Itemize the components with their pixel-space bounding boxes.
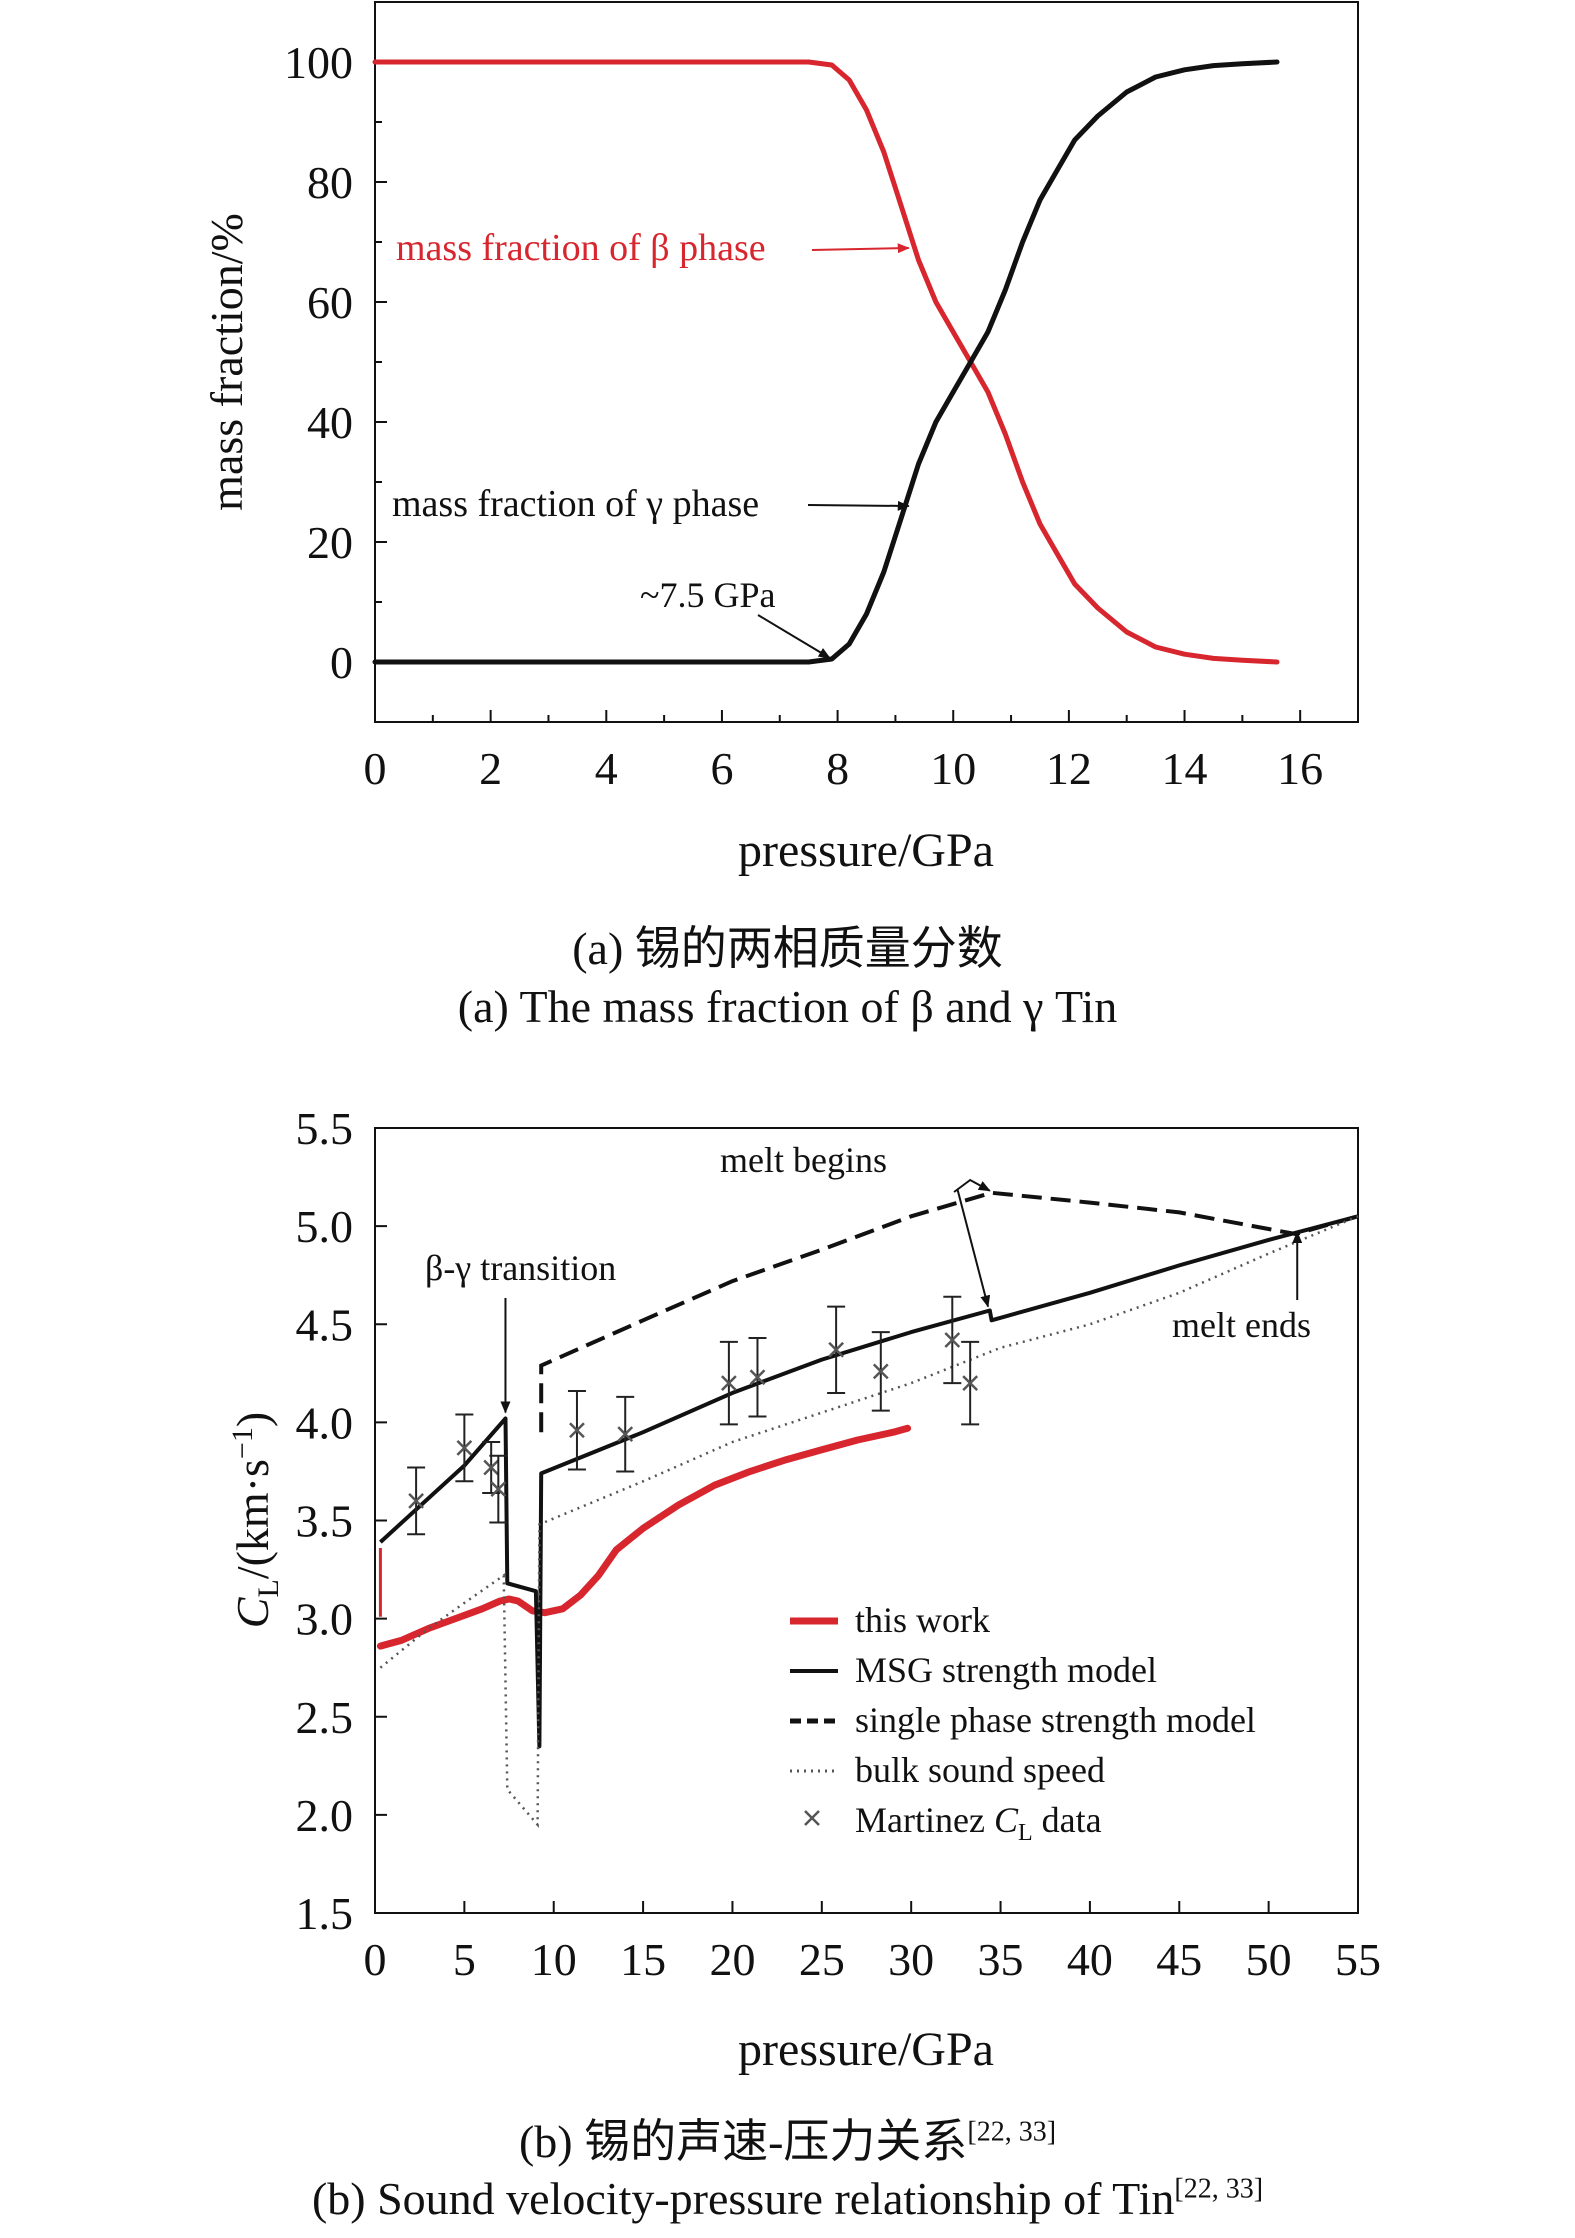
b-x-tick-label-10: 50 — [1246, 1934, 1292, 1985]
caption-b-cn-refs: [22, 33] — [967, 2116, 1057, 2148]
b-martinez-markers — [407, 1295, 980, 1536]
caption-b-cn: (b) 锡的声速-压力关系[22, 33] — [0, 2105, 1575, 2171]
a-y-tick-label-3: 60 — [307, 277, 353, 328]
legend-martinez: Martinez CL data — [855, 1800, 1102, 1846]
martinez-point-0 — [407, 1466, 426, 1536]
b-x-tick-label-0: 0 — [364, 1934, 387, 1985]
a-x-tick-label-5: 10 — [930, 743, 976, 794]
b-x-tick-label-8: 40 — [1067, 1934, 1113, 1985]
b-legend: this work MSG strength model single phas… — [790, 1600, 1256, 1846]
chart-b: 0 5 10 15 20 25 30 35 40 45 50 55 1.5 2.0 2.5 3.0 3.5 4.… — [226, 1103, 1381, 2076]
a-series-lines — [372, 59, 1280, 665]
b-y-tick-label-3: 3.0 — [296, 1594, 354, 1645]
a-y-tick-labels: 0 20 40 60 80 100 — [284, 37, 353, 688]
a-series-beta-line — [372, 59, 1280, 665]
martinez-point-6 — [719, 1340, 738, 1426]
a-y-tick-label-5: 100 — [284, 37, 353, 88]
legend-single-phase: single phase strength model — [855, 1700, 1256, 1740]
b-annot-melt-begins-arrow-1 — [953, 1178, 991, 1193]
a-x-tick-label-6: 12 — [1046, 743, 1092, 794]
a-x-tick-label-3: 6 — [710, 743, 733, 794]
a-annot-7p5-label: ~7.5 GPa — [640, 575, 775, 615]
a-y-tick-label-1: 20 — [307, 517, 353, 568]
b-x-tick-label-1: 5 — [453, 1934, 476, 1985]
a-y-tick-label-4: 80 — [307, 157, 353, 208]
martinez-point-10 — [943, 1295, 962, 1385]
b-tick-marks — [374, 1127, 1359, 1914]
caption-b-en-refs: [22, 33] — [1174, 2173, 1264, 2205]
caption-a-en: (a) The mass fraction of β and γ Tin — [457, 981, 1118, 1032]
martinez-point-11 — [961, 1340, 980, 1426]
b-series-dashed-3 — [539, 1190, 1359, 1433]
b-x-axis-label: pressure/GPa — [738, 2023, 994, 2076]
b-x-tick-label-11: 55 — [1335, 1934, 1381, 1985]
a-annot-beta-label: mass fraction of β phase — [396, 227, 766, 269]
caption-a-cn: (a) 锡的两相质量分数 — [572, 923, 1003, 974]
b-y-tick-label-2: 2.5 — [296, 1692, 354, 1743]
a-x-tick-label-2: 4 — [595, 743, 618, 794]
martinez-point-3 — [489, 1454, 508, 1524]
b-x-tick-label-5: 25 — [799, 1934, 845, 1985]
martinez-point-1 — [455, 1413, 474, 1483]
b-y-tick-label-4: 3.5 — [296, 1496, 354, 1547]
b-series-dotted-4 — [379, 1215, 1359, 1829]
a-annotations — [757, 243, 910, 659]
b-x-tick-label-4: 20 — [709, 1934, 755, 1985]
a-x-tick-label-8: 16 — [1277, 743, 1323, 794]
a-x-axis-label: pressure/GPa — [738, 824, 994, 877]
b-x-tick-label-2: 10 — [531, 1934, 577, 1985]
b-annot-melt-begins-label: melt begins — [720, 1140, 887, 1180]
b-series-lines — [376, 1190, 1359, 1829]
martinez-point-4 — [567, 1389, 586, 1471]
martinez-point-2 — [482, 1441, 501, 1495]
a-y-axis-label: mass fraction/% — [201, 213, 252, 511]
b-y-tick-label-8: 5.5 — [296, 1103, 354, 1154]
a-series-gamma-line — [372, 59, 1280, 665]
b-y-tick-label-0: 1.5 — [296, 1888, 354, 1939]
a-x-tick-label-4: 8 — [826, 743, 849, 794]
b-annot-beta-gamma-label: β-γ transition — [425, 1248, 616, 1288]
caption-b-cn-text: (b) 锡的声速-压力关系 — [518, 2116, 968, 2167]
b-x-tick-label-6: 30 — [888, 1934, 934, 1985]
a-annot-gamma-arrow — [807, 500, 910, 511]
b-y-tick-label-1: 2.0 — [296, 1790, 354, 1841]
a-x-tick-label-1: 2 — [479, 743, 502, 794]
martinez-point-8 — [827, 1305, 846, 1394]
b-annot-melt-ends-label: melt ends — [1172, 1305, 1311, 1345]
b-series-thick-red-0 — [376, 1424, 912, 1650]
b-y-axis-label: CL/(km·s−1) — [226, 1412, 285, 1628]
a-x-tick-label-7: 14 — [1162, 743, 1208, 794]
b-x-tick-label-7: 35 — [978, 1934, 1024, 1985]
legend-bulk-sound: bulk sound speed — [855, 1750, 1105, 1790]
b-y-tick-label-5: 4.0 — [296, 1397, 354, 1448]
a-annot-7p5-arrow — [757, 614, 831, 659]
caption-b-en-text: (b) Sound velocity-pressure relationship… — [311, 2173, 1175, 2224]
b-y-tick-label-7: 5.0 — [296, 1201, 354, 1252]
legend-this-work: this work — [855, 1600, 990, 1640]
martinez-point-9 — [871, 1331, 890, 1412]
b-x-tick-label-3: 15 — [620, 1934, 666, 1985]
b-series-solid-2 — [379, 1214, 1359, 1749]
a-tick-marks — [374, 61, 1302, 722]
b-annot-melt-begins-arrow-2 — [956, 1189, 991, 1308]
a-x-tick-labels: 0 2 4 6 8 10 12 14 16 — [364, 743, 1324, 794]
caption-b-en: (b) Sound velocity-pressure relationship… — [0, 2172, 1575, 2225]
b-x-tick-label-9: 45 — [1156, 1934, 1202, 1985]
a-x-tick-label-0: 0 — [364, 743, 387, 794]
a-annot-gamma-label: mass fraction of γ phase — [392, 483, 759, 525]
b-annotation-arrows — [500, 1178, 1303, 1414]
legend-msg: MSG strength model — [855, 1650, 1157, 1690]
martinez-point-7 — [748, 1336, 767, 1418]
a-annot-beta-arrow — [811, 243, 910, 254]
b-x-tick-labels: 0 5 10 15 20 25 30 35 40 45 50 55 — [364, 1934, 1382, 1985]
a-y-tick-label-2: 40 — [307, 397, 353, 448]
a-y-tick-label-0: 0 — [330, 637, 353, 688]
b-y-tick-label-6: 4.5 — [296, 1299, 354, 1350]
b-y-tick-labels: 1.5 2.0 2.5 3.0 3.5 4.0 4.5 5.0 5.5 — [296, 1103, 354, 1939]
martinez-point-5 — [616, 1395, 635, 1473]
